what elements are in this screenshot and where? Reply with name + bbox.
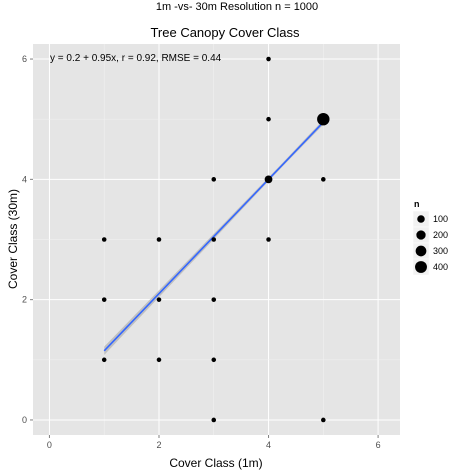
legend-label: 100	[433, 214, 448, 224]
axis-ticks: 0 2 4 6 0 2 4 6	[22, 54, 381, 450]
legend-key	[416, 230, 426, 240]
legend-title: n	[414, 199, 420, 209]
y-tick-label: 4	[22, 174, 27, 184]
y-axis-label: Cover Class (30m)	[6, 189, 20, 289]
legend-key	[417, 215, 425, 223]
data-point	[211, 357, 217, 363]
x-tick-label: 2	[156, 440, 161, 450]
y-tick-label: 2	[22, 295, 27, 305]
data-point	[321, 177, 326, 182]
chart-suptitle: 1m -vs- 30m Resolution n = 1000	[156, 1, 318, 13]
chart-title: Tree Canopy Cover Class	[150, 25, 300, 40]
data-point	[211, 417, 217, 423]
data-point	[156, 297, 162, 302]
legend-key	[415, 245, 427, 257]
legend-label: 300	[433, 246, 448, 256]
regression-line	[103, 121, 324, 352]
data-point	[101, 297, 107, 302]
data-point	[211, 297, 217, 302]
data-point	[156, 357, 162, 363]
data-point	[156, 237, 162, 242]
data-points	[101, 56, 330, 423]
data-point	[101, 357, 107, 363]
x-tick-label: 6	[376, 440, 381, 450]
legend-label: 400	[433, 262, 448, 272]
x-tick-label: 0	[47, 440, 52, 450]
data-point	[266, 237, 271, 242]
data-point	[266, 116, 271, 122]
y-tick-label: 0	[22, 415, 27, 425]
size-legend: n 100 200 300 400	[412, 199, 448, 276]
data-point	[101, 237, 107, 242]
data-point	[266, 56, 271, 62]
data-point	[317, 112, 330, 126]
data-point	[321, 417, 326, 423]
regression-annotation: y = 0.2 + 0.95x, r = 0.92, RMSE = 0.44	[50, 53, 222, 64]
x-axis-label: Cover Class (1m)	[169, 456, 262, 470]
legend-key	[415, 261, 427, 273]
y-tick-label: 6	[22, 54, 27, 64]
data-point	[211, 177, 217, 182]
data-point	[211, 237, 217, 242]
data-point	[264, 175, 273, 184]
x-tick-label: 4	[266, 440, 271, 450]
legend-label: 200	[433, 230, 448, 240]
